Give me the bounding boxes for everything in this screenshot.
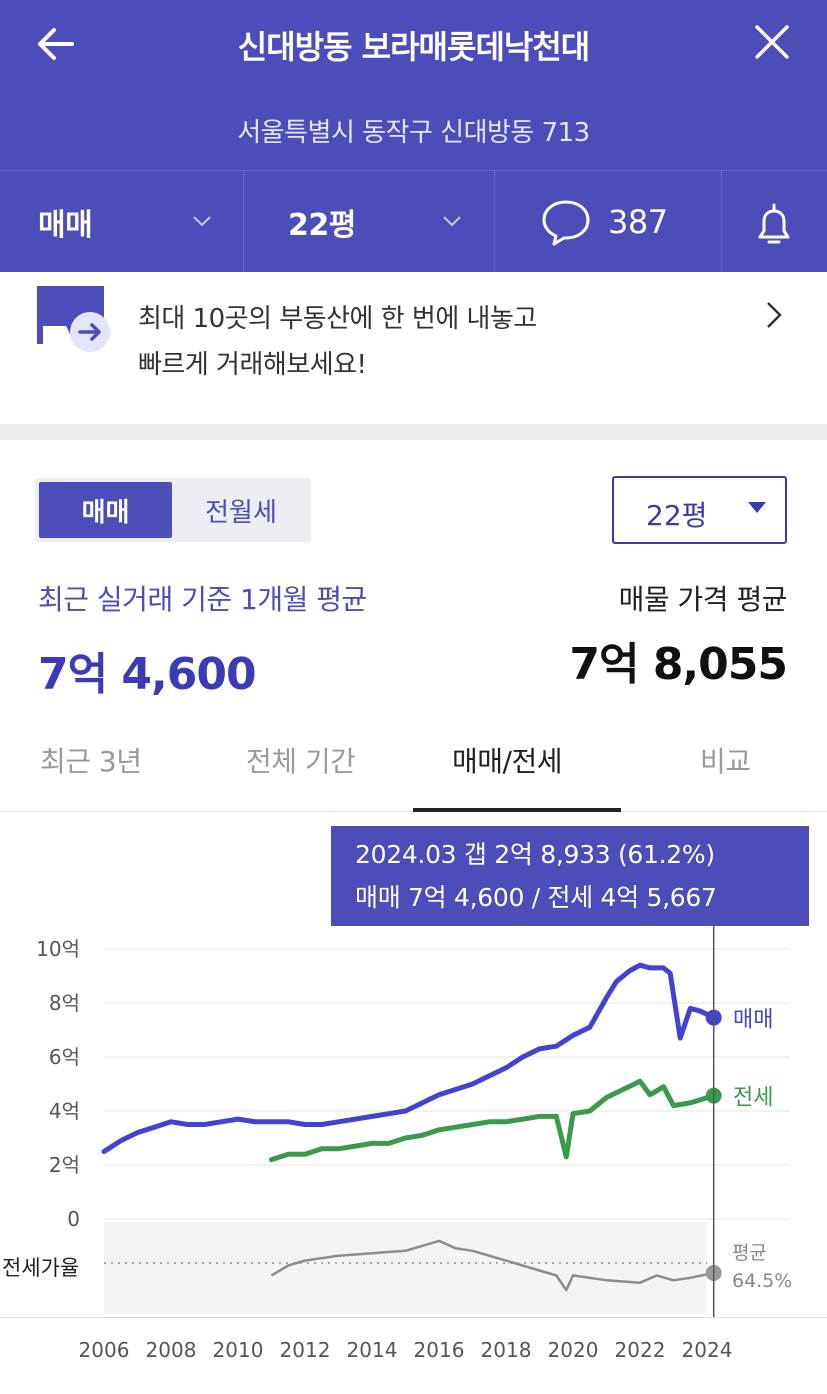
chevron-down-icon[interactable] [440,209,464,233]
size-dropdown[interactable]: 22평 [288,171,356,273]
trade-type-dropdown[interactable]: 매매 [38,171,93,273]
trade-type-label: 매매 [38,208,93,243]
recent-trade-label: 최근 실거래 기준 1개월 평균 [38,583,367,616]
dropdown-triangle-icon [748,502,766,513]
top-header: 신대방동 보라매롯데낙천대 서울특별시 동작구 신대방동 713 [0,0,827,170]
listing-price-value: 7억 8,055 [569,639,788,690]
x-tick-label: 2024 [682,1338,733,1362]
y-tick-label: 0 [67,1207,80,1231]
ratio-panel [104,1222,707,1314]
toggle-lease[interactable]: 전월세 [205,497,277,528]
banner-line2: 빠르게 거래해보세요! [138,350,367,380]
y-tick-label: 8억 [49,991,80,1015]
back-arrow-icon[interactable] [34,22,78,66]
active-tab-indicator [413,808,621,812]
tab-sale-lease[interactable]: 매매/전세 [452,745,562,778]
period-tabs: 최근 3년 전체 기간 매매/전세 비교 [0,718,827,812]
price-chart[interactable]: 10억 8억 6억 4억 2억 0 2006 2008 2010 2012 2014 2016 2018… [0,926,827,1394]
sale-price-line [101,962,717,1154]
filter-bar: 매매 22평 387 [0,170,827,273]
banner-text: 최대 10곳의 부동산에 한 번에 내놓고 빠르게 거래해보세요! [138,296,537,388]
chevron-down-icon[interactable] [190,209,214,233]
chart-bottom-border [0,1317,827,1318]
size-label: 22평 [288,208,356,243]
bell-icon[interactable] [750,201,798,249]
y-tick-label: 10억 [36,937,80,961]
toggle-sale[interactable]: 매매 [39,482,172,538]
tab-recent-3y[interactable]: 최근 3년 [40,745,142,778]
ratio-axis-label: 전세가율 [2,1256,79,1280]
tab-all-period[interactable]: 전체 기간 [246,745,356,778]
divider [494,171,495,273]
x-tick-label: 2008 [146,1338,197,1362]
divider [243,171,244,273]
comments-button[interactable]: 387 [540,171,668,273]
listing-price-label: 매물 가격 평균 [618,583,788,616]
comment-count: 387 [608,203,668,241]
speech-bubble-icon [542,200,590,246]
lease-price-label: 전세 [733,1086,773,1111]
sale-price-label: 매매 [733,1008,773,1033]
listing-flag-icon [37,286,110,352]
ratio-average-label: 평균 [732,1242,767,1264]
chart-tooltip: 2024.03 갭 2억 8,933 (61.2%) 매매 7억 4,600 /… [331,826,809,926]
banner-line1: 최대 10곳의 부동산에 한 번에 내놓고 [138,304,537,334]
page-title: 신대방동 보라매롯데낙천대 [237,28,590,66]
x-tick-label: 2012 [280,1338,331,1362]
y-tick-label: 2억 [49,1153,80,1177]
x-tick-label: 2010 [213,1338,264,1362]
trade-toggle: 매매 전월세 [35,478,311,542]
size-select-value: 22평 [646,499,708,532]
divider [721,171,722,273]
x-tick-label: 2018 [481,1338,532,1362]
close-icon[interactable] [752,22,792,62]
promo-banner[interactable] [0,272,827,424]
tab-compare[interactable]: 비교 [700,745,751,778]
chevron-right-icon[interactable] [762,300,786,330]
x-tick-label: 2022 [615,1338,666,1362]
x-tick-label: 2016 [414,1338,465,1362]
ratio-line [270,1239,714,1292]
x-tick-label: 2020 [548,1338,599,1362]
x-tick-label: 2006 [79,1338,130,1362]
recent-trade-value: 7억 4,600 [38,649,257,700]
y-tick-label: 4억 [49,1099,80,1123]
section-divider [0,424,827,440]
y-tick-label: 6억 [49,1045,80,1069]
address-text: 서울특별시 동작구 신대방동 713 [237,118,590,148]
lease-price-line [269,1078,717,1163]
x-tick-label: 2014 [347,1338,398,1362]
ratio-average-value: 64.5% [732,1270,792,1292]
size-select[interactable]: 22평 [612,476,787,544]
tooltip-line1: 2024.03 갭 2억 8,933 (61.2%) [355,840,715,869]
tooltip-line2: 매매 7억 4,600 / 전세 4억 5,667 [355,883,717,912]
